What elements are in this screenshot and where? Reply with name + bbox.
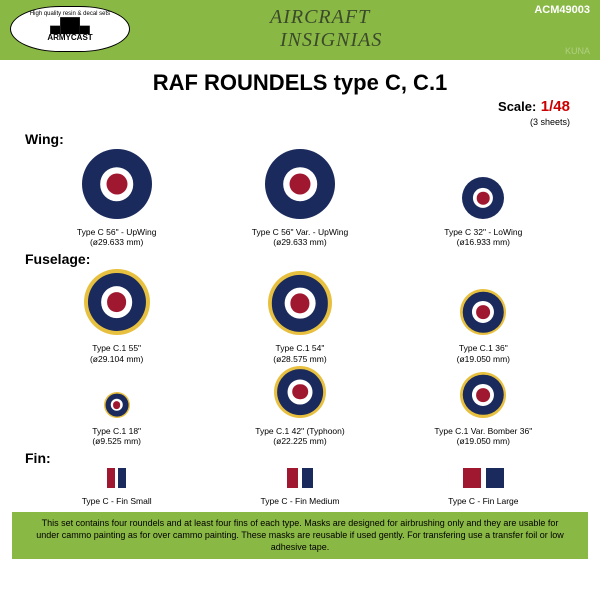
roundel-item: Type C 32" - LoWing(ø16.933 mm) xyxy=(408,177,558,247)
roundel-caption: Type C.1 55"(ø29.104 mm) xyxy=(42,343,192,363)
header-bar: High quality resin & decal sets ▄██▄ ARM… xyxy=(0,0,600,60)
roundel-icon xyxy=(462,177,504,219)
scale-value: 1/48 xyxy=(541,98,570,115)
fin-caption: Type C - Fin Large xyxy=(408,496,558,506)
roundel-item: Type C.1 36"(ø19.050 mm) xyxy=(408,289,558,363)
brand-logo: High quality resin & decal sets ▄██▄ ARM… xyxy=(10,6,130,52)
fin-item: Type C - Fin Large xyxy=(408,468,558,506)
section-fin: Fin: xyxy=(25,450,575,466)
roundel-caption: Type C 56" Var. - UpWing(ø29.633 mm) xyxy=(225,227,375,247)
fin-item: Type C - Fin Small xyxy=(42,468,192,506)
roundel-item: Type C.1 Var. Bomber 36"(ø19.050 mm) xyxy=(408,372,558,446)
header-title-2: INSIGNIAS xyxy=(280,29,382,52)
roundel-icon xyxy=(460,289,506,335)
roundel-item: Type C.1 54"(ø28.575 mm) xyxy=(225,271,375,363)
roundel-item: Type C 56" Var. - UpWing(ø29.633 mm) xyxy=(225,149,375,247)
fin-flash-icon xyxy=(463,468,504,488)
tank-icon: ▄██▄ xyxy=(11,17,129,33)
fin-caption: Type C - Fin Medium xyxy=(225,496,375,506)
header-title: AIRCRAFT INSIGNIAS xyxy=(270,6,382,52)
section-fuselage: Fuselage: xyxy=(25,251,575,267)
fuselage-row-2: Type C.1 18"(ø9.525 mm) Type C.1 42" (Typ… xyxy=(25,366,575,446)
roundel-caption: Type C.1 42" (Typhoon)(ø22.225 mm) xyxy=(225,426,375,446)
fin-flash-icon xyxy=(107,468,126,488)
fin-item: Type C - Fin Medium xyxy=(225,468,375,506)
roundel-caption: Type C 56" - UpWing(ø29.633 mm) xyxy=(42,227,192,247)
roundel-icon xyxy=(274,366,326,418)
roundel-caption: Type C.1 36"(ø19.050 mm) xyxy=(408,343,558,363)
logo-brand: ARMYCAST xyxy=(11,33,129,42)
roundel-caption: Type C.1 Var. Bomber 36"(ø19.050 mm) xyxy=(408,426,558,446)
main-title: RAF ROUNDELS type C, C.1 xyxy=(0,70,600,96)
sheet-count: (3 sheets) xyxy=(0,117,600,127)
wing-row: Type C 56" - UpWing(ø29.633 mm) Type C 56… xyxy=(25,149,575,247)
roundel-icon xyxy=(460,372,506,418)
roundel-item: Type C.1 18"(ø9.525 mm) xyxy=(42,392,192,446)
fin-flash-icon xyxy=(287,468,313,488)
scale-label: Scale: xyxy=(498,99,536,114)
kuna-label: KUNA xyxy=(565,46,590,56)
section-wing: Wing: xyxy=(25,131,575,147)
roundel-icon xyxy=(84,269,150,335)
scale-row: Scale: 1/48 xyxy=(0,98,600,116)
footer-text: This set contains four roundels and at l… xyxy=(12,512,588,559)
roundel-caption: Type C.1 54"(ø28.575 mm) xyxy=(225,343,375,363)
roundel-icon xyxy=(268,271,332,335)
fuselage-row-1: Type C.1 55"(ø29.104 mm) Type C.1 54"(ø28… xyxy=(25,269,575,363)
product-sku: ACM49003 xyxy=(534,4,590,16)
header-title-1: AIRCRAFT xyxy=(270,6,382,29)
fin-row: Type C - Fin Small Type C - Fin Medium Typ… xyxy=(25,468,575,506)
fin-caption: Type C - Fin Small xyxy=(42,496,192,506)
roundel-icon xyxy=(104,392,130,418)
roundel-icon xyxy=(82,149,152,219)
roundel-item: Type C 56" - UpWing(ø29.633 mm) xyxy=(42,149,192,247)
roundel-item: Type C.1 55"(ø29.104 mm) xyxy=(42,269,192,363)
roundel-caption: Type C 32" - LoWing(ø16.933 mm) xyxy=(408,227,558,247)
roundel-icon xyxy=(265,149,335,219)
roundel-caption: Type C.1 18"(ø9.525 mm) xyxy=(42,426,192,446)
roundel-item: Type C.1 42" (Typhoon)(ø22.225 mm) xyxy=(225,366,375,446)
